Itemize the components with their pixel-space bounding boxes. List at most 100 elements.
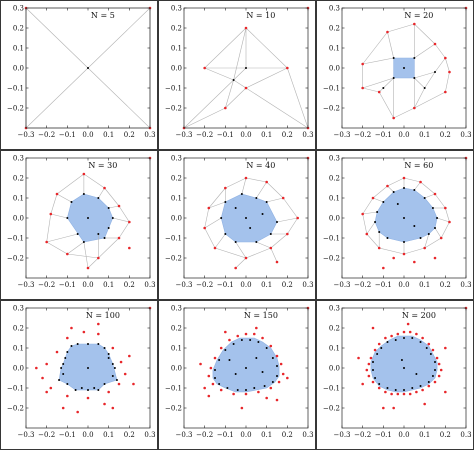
inner-point [58,379,61,381]
panel-title: N = 200 [402,311,436,320]
x-tick-label: 0.3 [302,131,313,139]
outer-point [392,406,395,410]
outer-point [371,380,375,384]
inner-point [376,211,379,213]
outer-point [111,346,115,350]
outer-point [421,336,424,340]
inner-point [257,341,260,343]
y-tick-label: 0.0 [13,64,24,72]
x-tick-label: −0.1 [375,281,392,289]
outer-point [117,382,121,386]
x-tick-label: 0.3 [460,131,471,139]
inner-point [403,337,405,339]
outer-point [207,374,211,378]
graph-edge [214,233,226,249]
outer-point [413,106,416,110]
x-tick-label: −0.2 [196,131,213,139]
outer-point [277,380,281,384]
outer-point [396,332,400,336]
y-tick-label: 0.2 [13,24,24,32]
x-tick-label: −0.1 [217,281,234,289]
outer-point [244,86,248,90]
graph-edge [434,193,446,209]
outer-point [103,186,106,190]
graph-edge [204,207,210,229]
graph-edge [266,181,284,199]
y-tick-label: 0.2 [13,324,24,332]
inner-point [403,241,405,243]
inner-point [378,231,381,233]
y-tick-label: 0.3 [329,304,340,312]
x-tick-label: 0.2 [124,281,135,289]
inner-point [269,233,272,235]
outer-point [433,42,437,46]
y-tick-label: −0.2 [7,254,24,262]
inner-point [107,353,110,355]
outer-point [252,332,256,336]
inner-point [232,79,235,81]
y-tick-label: 0.2 [171,174,182,182]
inner-point [419,237,422,239]
outer-point [86,396,90,400]
inner-point [111,217,114,219]
inner-point [113,367,116,369]
outer-point [361,62,364,66]
outer-point [97,322,100,326]
outer-point [228,338,231,342]
inner-point [234,207,237,209]
inner-point [263,385,266,387]
x-tick-label: −0.1 [59,281,76,289]
graph-edge [372,197,384,203]
panel-title: N = 150 [244,311,278,320]
graph-edge [362,57,394,65]
outer-point [35,366,38,370]
graph-edge [366,221,376,235]
outer-point [103,402,106,406]
inner-point [66,383,69,385]
outer-point [382,266,385,270]
y-tick-label: 0.1 [13,344,24,352]
graph-edge [440,221,450,239]
y-tick-label: −0.1 [165,84,182,92]
inner-point [374,377,377,379]
graph-edge [104,187,120,207]
inner-point [224,349,227,351]
outer-point [219,388,223,392]
graph-edge [383,77,394,89]
inner-point [111,375,114,377]
y-tick-label: 0.0 [329,64,340,72]
x-tick-label: 0.0 [398,281,409,289]
outer-point [128,246,131,250]
graph-edge [108,205,120,209]
y-tick-label: 0.1 [171,194,182,202]
graph-edge [208,201,226,209]
hull-region [370,335,438,393]
graph-edge [87,7,151,69]
graph-edge [245,27,288,69]
inner-point [70,345,73,347]
outer-point [269,246,273,250]
outer-point [392,256,395,260]
inner-point [431,375,434,377]
inner-point [374,221,377,223]
y-tick-label: 0.1 [329,44,340,52]
inner-point [394,339,397,341]
inner-point [413,77,416,79]
x-tick-label: −0.3 [176,281,193,289]
outer-point [382,406,385,410]
x-tick-label: −0.3 [176,131,193,139]
x-tick-label: 0.3 [302,431,313,439]
graph-edge [434,227,442,239]
outer-point [390,392,393,396]
y-tick-label: 0.3 [171,154,182,162]
x-tick-label: −0.3 [334,131,351,139]
outer-point [66,336,69,340]
y-tick-label: 0.0 [171,214,182,222]
x-tick-label: 0.2 [282,281,293,289]
inner-point [255,241,258,243]
inner-point [64,357,67,359]
outer-point [128,220,131,224]
inner-point [87,367,89,369]
inner-point [240,193,243,195]
inner-point [276,221,278,223]
